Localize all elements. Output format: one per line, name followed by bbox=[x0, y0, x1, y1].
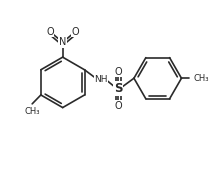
Text: N: N bbox=[59, 37, 66, 47]
Text: O: O bbox=[115, 101, 122, 111]
Text: CH₃: CH₃ bbox=[194, 74, 209, 83]
Text: CH₃: CH₃ bbox=[24, 107, 40, 116]
Text: O: O bbox=[46, 26, 54, 37]
Text: S: S bbox=[114, 82, 123, 95]
Text: O: O bbox=[115, 67, 122, 77]
Text: NH: NH bbox=[94, 75, 108, 84]
Text: O: O bbox=[72, 26, 79, 37]
